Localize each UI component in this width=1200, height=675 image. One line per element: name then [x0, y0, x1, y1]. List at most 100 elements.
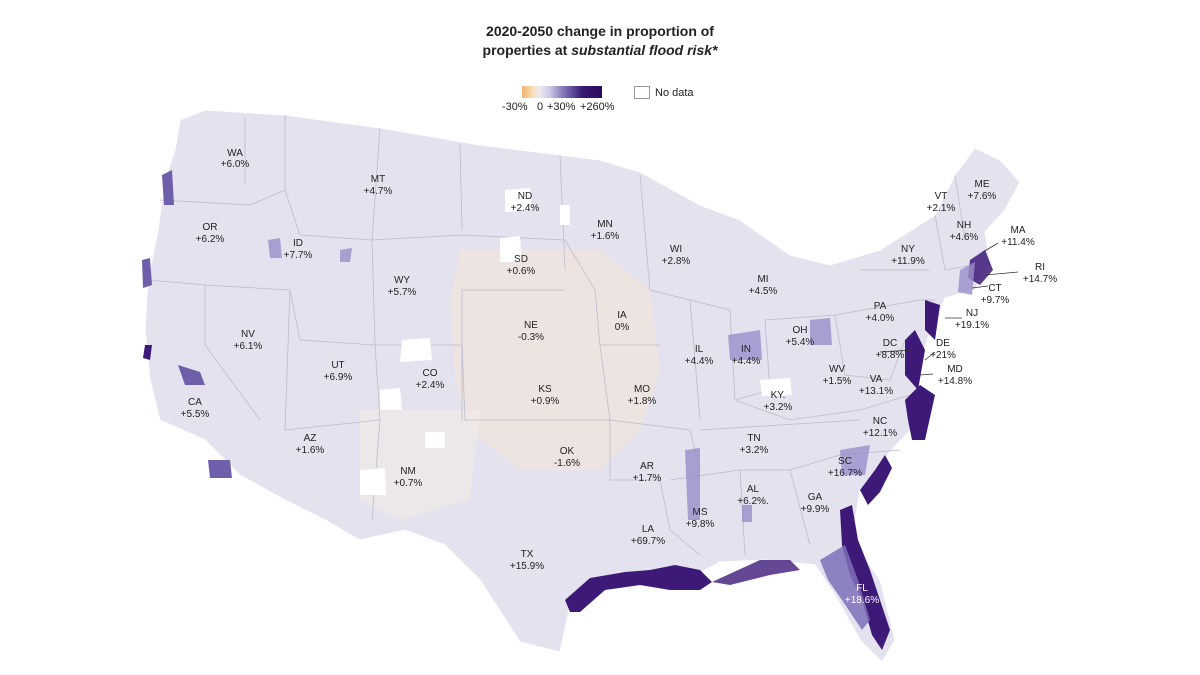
state-abbr: OK: [560, 446, 575, 457]
no-data-label: No data: [655, 87, 694, 99]
label-leader-lines: [879, 242, 1019, 376]
state-value: +4.7%: [364, 186, 393, 197]
state-abbr: MA: [1011, 225, 1026, 236]
state-value: +21%: [930, 350, 956, 361]
state-abbr: GA: [808, 492, 823, 503]
state-value: +2.8%: [662, 256, 691, 267]
map-title-prefix: properties at: [482, 42, 572, 58]
state-abbr: KY.: [771, 390, 786, 401]
state-value: +8.8%: [876, 350, 905, 361]
state-abbr: NC: [873, 416, 887, 427]
state-value: +1.7%: [633, 473, 662, 484]
state-abbr: NJ: [966, 308, 978, 319]
state-abbr: ND: [518, 191, 532, 202]
state-value: 0%: [615, 322, 630, 333]
state-value: +14.7%: [1023, 274, 1057, 285]
state-abbr: KS: [538, 384, 552, 395]
pacific-coast-risk: [142, 170, 232, 478]
state-abbr: TN: [747, 433, 760, 444]
state-value: +6.2%: [196, 234, 225, 245]
state-abbr: NM: [400, 466, 416, 477]
state-value: -1.6%: [554, 458, 580, 469]
state-abbr: IL: [695, 344, 704, 355]
state-abbr: FL: [856, 583, 868, 594]
plains-tint: [450, 250, 660, 470]
state-abbr: SD: [514, 254, 528, 265]
state-abbr: IA: [617, 310, 627, 321]
state-value: +2.1%: [927, 203, 956, 214]
state-abbr: MN: [597, 219, 613, 230]
state-abbr: OH: [793, 325, 808, 336]
map-title-italic: substantial flood risk*: [571, 42, 718, 58]
state-value: +0.9%: [531, 396, 560, 407]
state-abbr: MD: [947, 364, 963, 375]
southwest-tint: [360, 410, 480, 520]
florida-interior: [820, 545, 870, 630]
state-abbr: TX: [521, 549, 534, 560]
legend-tick: +30%: [547, 101, 576, 113]
state-value: +6.0%: [221, 159, 250, 170]
state-abbr: WA: [227, 148, 243, 159]
map-title-line-2: properties at substantial flood risk*: [0, 41, 1200, 60]
state-abbr: IN: [741, 344, 751, 355]
inland-risk-patches: [268, 238, 975, 522]
state-value: +5.5%: [181, 409, 210, 420]
map-title-line-1: 2020-2050 change in proportion of: [486, 23, 714, 39]
state-value: +4.6%: [950, 232, 979, 243]
state-abbr: LA: [642, 524, 655, 535]
legend-tick: 0: [537, 101, 544, 113]
state-value: +11.9%: [891, 256, 925, 267]
state-value: +4.0%: [866, 313, 895, 324]
legend-color-scale: [522, 86, 602, 98]
state-abbr: MT: [371, 174, 385, 185]
state-value: +69.7%: [631, 536, 665, 547]
state-value: +9.9%: [801, 504, 830, 515]
state-value: +6.2%.: [737, 496, 768, 507]
state-abbr: CO: [423, 368, 438, 379]
state-abbr: AZ: [304, 433, 317, 444]
state-value: +1.5%: [823, 376, 852, 387]
state-abbr: ID: [293, 238, 303, 249]
state-abbr: NE: [524, 320, 538, 331]
state-abbr: WI: [670, 244, 682, 255]
state-abbr: WV: [829, 364, 845, 375]
state-abbr: VT: [935, 191, 948, 202]
state-value: +6.1%: [234, 341, 263, 352]
state-labels: WA +6.0% OR +6.2% CA +5.5% ID +7.7% NV +…: [181, 148, 1058, 606]
state-abbr: CA: [188, 397, 202, 408]
state-value: +5.4%: [786, 337, 815, 348]
state-abbr: MO: [634, 384, 650, 395]
state-value: +2.4%: [511, 203, 540, 214]
state-abbr: MI: [757, 274, 768, 285]
state-abbr: MS: [693, 507, 708, 518]
legend-tick: -30%: [502, 101, 528, 113]
coastal-risk-florida: [840, 505, 890, 650]
state-value: +7.7%: [284, 250, 313, 261]
state-value: +9.7%: [981, 295, 1010, 306]
state-value: +15.9%: [510, 561, 544, 572]
state-value: +1.6%: [296, 445, 325, 456]
state-value: +16.7%: [828, 468, 862, 479]
state-value: +12.1%: [863, 428, 897, 439]
coastal-risk-gulf: [565, 560, 800, 612]
state-value: +4.5%: [749, 286, 778, 297]
state-abbr: AL: [747, 484, 760, 495]
state-value: +11.4%: [1001, 237, 1035, 248]
state-value: +14.8%: [938, 376, 972, 387]
state-abbr: OR: [203, 222, 218, 233]
state-value: +18.6%: [845, 595, 879, 606]
state-value: +4.4%: [732, 356, 761, 367]
state-value: +5.7%: [388, 287, 417, 298]
state-value: +1.6%: [591, 231, 620, 242]
state-abbr: SC: [838, 456, 852, 467]
state-value: +13.1%: [859, 386, 893, 397]
state-abbr: NV: [241, 329, 255, 340]
state-value: +1.8%: [628, 396, 657, 407]
state-abbr: AR: [640, 461, 654, 472]
state-value: +3.2%: [764, 402, 793, 413]
coastal-risk-atlantic: [860, 250, 993, 505]
state-value: +0.6%: [507, 266, 536, 277]
state-value: +0.7%: [394, 478, 423, 489]
state-abbr: WY: [394, 275, 410, 286]
